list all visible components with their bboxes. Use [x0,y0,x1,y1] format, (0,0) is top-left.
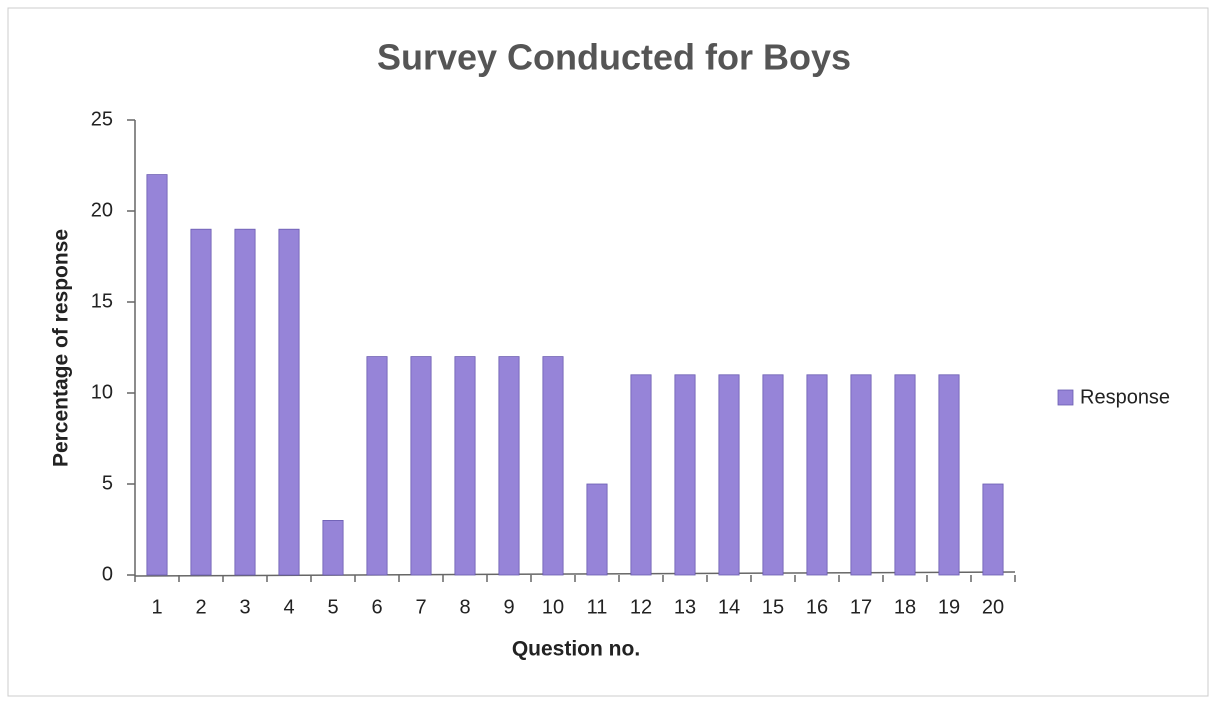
bar [762,374,784,576]
x-tick-label: 8 [459,596,470,618]
bar [498,356,520,576]
y-axis-label: Percentage of response [50,229,73,467]
x-tick-label: 19 [938,596,960,618]
x-tick-label: 2 [195,596,206,618]
x-tick-label: 15 [762,596,784,618]
bar [806,374,828,576]
bar [366,356,388,576]
bar [938,374,960,576]
x-tick-label: 9 [503,596,514,618]
x-tick-label: 14 [718,596,740,618]
bar [542,356,564,576]
bar [454,356,476,576]
y-tick-label: 10 [91,381,113,403]
x-tick-label: 17 [850,596,872,618]
y-tick-label: 15 [91,290,113,312]
legend-label: Response [1080,386,1170,408]
x-tick-label: 1 [151,596,162,618]
x-axis-label: Question no. [512,638,640,661]
bar [322,520,344,576]
x-tick-label: 7 [415,596,426,618]
x-tick-label: 6 [371,596,382,618]
y-tick-label: 20 [91,199,113,221]
chart-title: Survey Conducted for Boys [377,37,851,78]
bar [718,374,740,576]
y-tick-label: 0 [102,563,113,585]
bar [674,374,696,576]
x-tick-label: 13 [674,596,696,618]
x-tick-label: 16 [806,596,828,618]
bar [894,374,916,576]
bar [982,483,1004,576]
y-tick-label: 25 [91,108,113,130]
bar [234,228,256,576]
bar [410,356,432,576]
x-tick-label: 18 [894,596,916,618]
bar [586,483,608,576]
bar [278,228,300,576]
bar [850,374,872,576]
x-tick-label: 3 [239,596,250,618]
x-tick-label: 4 [283,596,294,618]
y-tick-label: 5 [102,472,113,494]
x-tick-label: 20 [982,596,1004,618]
x-tick-label: 11 [587,596,608,618]
x-tick-label: 10 [542,596,564,618]
bar [630,374,652,576]
chart-frame [7,7,1209,697]
legend-swatch [1057,389,1074,406]
bar [190,228,212,576]
x-tick-label: 5 [327,596,338,618]
x-tick-label: 12 [630,596,652,618]
bar [146,174,168,576]
